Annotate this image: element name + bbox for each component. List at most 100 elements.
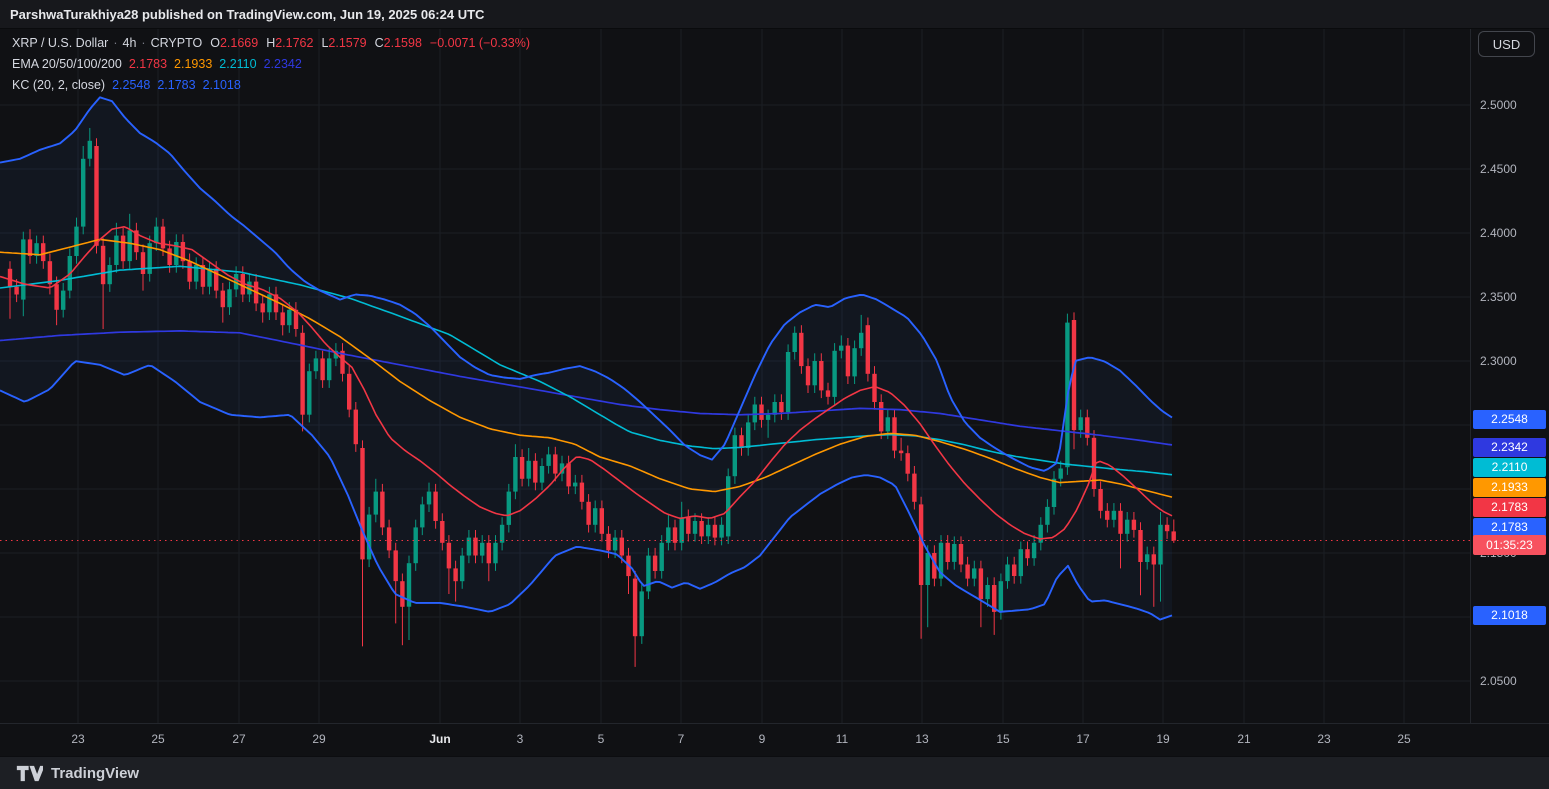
- candle: [373, 491, 378, 515]
- candle: [453, 568, 458, 582]
- ohlc-value: 2.1669: [219, 36, 259, 50]
- ema100-line: [0, 265, 1173, 476]
- candle: [107, 265, 112, 285]
- candle: [187, 261, 192, 282]
- time-tick-label: 25: [151, 732, 165, 746]
- candle: [1038, 524, 1043, 543]
- candle: [706, 524, 711, 537]
- candle: [998, 581, 1003, 612]
- candle: [499, 524, 505, 543]
- currency-toggle-button[interactable]: USD: [1478, 31, 1535, 57]
- candle: [493, 542, 498, 564]
- candle: [1105, 510, 1110, 520]
- candle: [233, 274, 239, 290]
- time-tick-label: 25: [1397, 732, 1411, 746]
- candle: [473, 537, 478, 556]
- grid-lines: [0, 29, 1470, 723]
- price-tick-label: 2.4000: [1480, 226, 1517, 240]
- candle: [972, 568, 977, 579]
- ema-legend-row[interactable]: EMA 20/50/100/200 2.1783 2.1933 2.2110 2.234…: [12, 57, 530, 72]
- price-tick-label: 2.3500: [1480, 290, 1517, 304]
- ema20-line: [0, 226, 1173, 540]
- price-tick-label: 2.4500: [1480, 162, 1517, 176]
- candle: [87, 140, 92, 159]
- candle: [327, 358, 332, 381]
- candle: [74, 226, 79, 256]
- candle: [200, 265, 206, 287]
- candle-countdown-label: 01:35:23: [1473, 535, 1546, 555]
- ema-value: 2.2110: [219, 57, 257, 71]
- candle: [81, 158, 86, 227]
- candle: [945, 542, 950, 562]
- time-tick-label: 27: [232, 732, 246, 746]
- candle: [14, 286, 19, 295]
- brand-name[interactable]: TradingView: [51, 764, 140, 782]
- ema-value: 2.1933: [174, 57, 213, 71]
- candle: [932, 553, 937, 579]
- candle: [100, 245, 106, 285]
- ohlc-key: L: [321, 36, 329, 50]
- indicator-price-label: 2.1783: [1473, 497, 1546, 517]
- kc-upper-line: [0, 96, 1173, 472]
- candle: [1051, 478, 1057, 507]
- candle: [267, 294, 272, 313]
- time-tick-label: Jun: [429, 732, 451, 746]
- interval-label: 4h: [122, 36, 137, 50]
- candle: [639, 591, 644, 637]
- candle: [147, 243, 152, 274]
- candle: [1091, 437, 1097, 489]
- price-tick-label: 2.3000: [1480, 354, 1517, 368]
- candle: [214, 268, 219, 291]
- candle: [699, 521, 704, 537]
- candle: [140, 252, 146, 274]
- candle: [1031, 542, 1037, 559]
- candle: [21, 239, 26, 300]
- time-axis[interactable]: 23 25 27 29 Jun 3 5 7 9 11 13 15 17 19 21 23 25: [0, 723, 1549, 756]
- ohlc-key: H: [266, 36, 276, 50]
- candle: [1085, 417, 1090, 438]
- candle: [845, 345, 851, 377]
- candle: [885, 417, 890, 432]
- time-tick-label: 9: [758, 732, 766, 746]
- candle: [812, 361, 817, 386]
- candle: [333, 350, 339, 359]
- candle: [839, 345, 844, 351]
- kc-lower-line: [0, 360, 1173, 621]
- candle: [480, 542, 485, 556]
- candle: [174, 242, 179, 265]
- price-axis[interactable]: 2.50002.45002.40002.35002.30002.25002.20…: [1470, 29, 1549, 723]
- time-tick-label: 11: [835, 732, 849, 746]
- candle: [852, 348, 857, 377]
- candle: [380, 491, 385, 528]
- candle: [1071, 320, 1077, 431]
- time-tick-label: 15: [996, 732, 1010, 746]
- candle: [566, 463, 571, 487]
- candle: [692, 521, 698, 534]
- ohlc-value: 2.1579: [328, 36, 367, 50]
- candle: [779, 402, 784, 413]
- candle: [320, 358, 325, 381]
- symbol-legend-row[interactable]: XRP / U.S. Dollar · 4h · CRYPTO O2.1669 H2.176…: [12, 36, 530, 51]
- time-tick-label: 17: [1076, 732, 1090, 746]
- chart-legend: XRP / U.S. Dollar · 4h · CRYPTO O2.1669 H2.176…: [12, 36, 530, 99]
- candle: [785, 352, 791, 413]
- indicator-price-label: 2.1783: [1473, 517, 1546, 537]
- candle: [1171, 531, 1176, 541]
- time-tick-label: 5: [597, 732, 605, 746]
- candle: [433, 491, 438, 521]
- price-tick-label: 2.0500: [1480, 674, 1517, 688]
- candle: [207, 268, 212, 287]
- price-tick-label: 2.5000: [1480, 98, 1517, 112]
- candle: [612, 537, 618, 551]
- kc-legend-row[interactable]: KC (20, 2, close) 2.2548 2.1783 2.1018: [12, 78, 530, 93]
- candle: [513, 457, 518, 492]
- kc-value: 2.1783: [157, 78, 196, 92]
- candle: [114, 235, 119, 265]
- candle: [446, 542, 452, 569]
- candle: [958, 544, 964, 565]
- candle: [220, 290, 225, 308]
- tradingview-logo-icon[interactable]: [16, 765, 43, 782]
- candle: [366, 514, 372, 560]
- price-chart[interactable]: [0, 29, 1470, 723]
- candle: [938, 542, 944, 579]
